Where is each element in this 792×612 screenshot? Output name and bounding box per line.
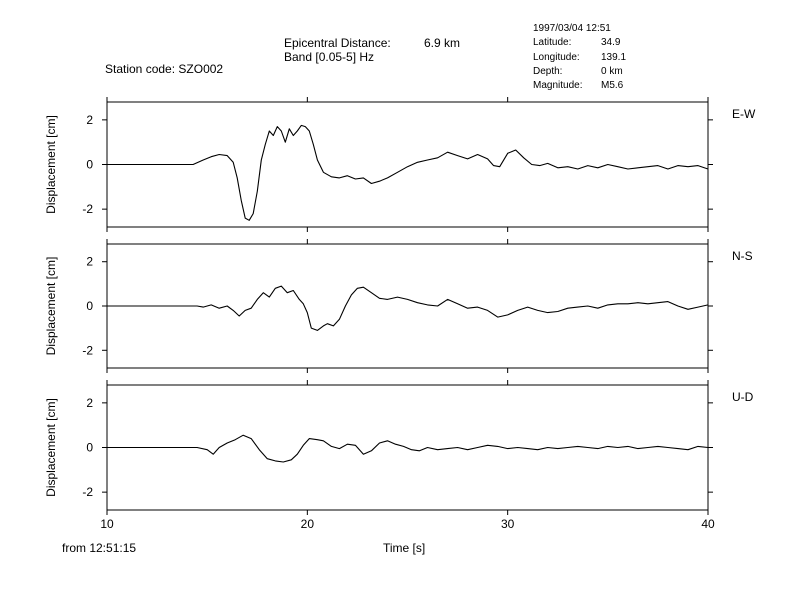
panel-e-w-ylabel: Displacement [cm] [44, 115, 58, 214]
longitude-label: Longitude: [533, 52, 580, 63]
magnitude-value: M5.6 [601, 80, 624, 91]
x-axis-label: Time [s] [383, 541, 426, 555]
panel-n-s-ylabel: Displacement [cm] [44, 257, 58, 356]
panel-u-d-waveform [107, 434, 709, 463]
station-label: Station code: SZO002 [105, 62, 223, 76]
panel-u-d-ytick-label: 0 [86, 441, 93, 455]
longitude-value: 139.1 [601, 52, 627, 63]
depth-label: Depth: [533, 66, 563, 77]
station-code: SZO002 [178, 62, 224, 76]
epicentral-label: Epicentral Distance: [284, 36, 391, 50]
panel-u-d-ytick-label: 2 [86, 396, 93, 410]
epicentral-value: 6.9 km [424, 36, 461, 50]
panel-u-d-ytick-label: -2 [82, 485, 93, 499]
panel-u-d-component-label: U-D [732, 390, 754, 404]
x-tick-label: 20 [301, 517, 315, 531]
station-label-text: Station code: [105, 62, 176, 76]
latitude-label: Latitude: [533, 37, 572, 48]
panel-e-w-ytick-label: -2 [82, 202, 93, 216]
event-datetime: 1997/03/04 12:51 [533, 23, 611, 34]
panel-n-s-ytick-label: 0 [86, 299, 93, 313]
panel-e-w-ytick-label: 2 [86, 113, 93, 127]
panel-e-w-component-label: E-W [732, 107, 756, 121]
x-tick-label: 30 [501, 517, 515, 531]
x-tick-label: 10 [100, 517, 114, 531]
panel-e-w-frame [106, 101, 709, 228]
panel-n-s-ytick-label: -2 [82, 343, 93, 357]
x-tick-label: 40 [701, 517, 715, 531]
band-label: Band [0.05-5] Hz [284, 50, 375, 64]
panel-u-d-ylabel: Displacement [cm] [44, 398, 58, 497]
latitude-value: 34.9 [601, 37, 621, 48]
depth-value: 0 km [601, 66, 623, 77]
from-time: from 12:51:15 [62, 541, 137, 555]
panel-n-s-waveform [107, 285, 709, 331]
panel-n-s-component-label: N-S [732, 249, 753, 263]
panel-e-w-waveform [107, 124, 709, 221]
panel-n-s-ytick-label: 2 [86, 255, 93, 269]
magnitude-label: Magnitude: [533, 80, 583, 91]
panel-e-w-ytick-label: 0 [86, 158, 93, 172]
